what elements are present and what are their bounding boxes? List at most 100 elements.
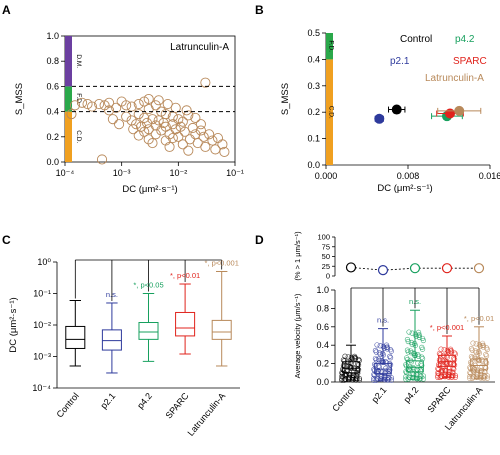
data-point-2-43 (404, 347, 411, 353)
data-point-2-36 (420, 376, 426, 382)
band-0 (326, 59, 333, 165)
box-0 (342, 361, 360, 374)
data-point-4-68 (479, 342, 486, 349)
scatter-point-74 (153, 95, 164, 106)
y-tick-label-1: 0.2 (46, 132, 59, 142)
scatter-point-29 (139, 112, 150, 123)
data-point-3-68 (447, 348, 454, 354)
scatter-point-52 (207, 135, 218, 146)
data-point-1-26 (387, 355, 394, 361)
data-point-4-42 (481, 372, 487, 379)
category-label-0: Control (55, 391, 81, 420)
data-point-1-42 (385, 374, 391, 381)
x-tick-label-0: 10⁻⁴ (56, 168, 75, 178)
data-point-4-60 (472, 354, 478, 360)
y-tick-label-1: 0.1 (307, 134, 320, 144)
box-1 (101, 329, 122, 351)
data-point-4-67 (474, 366, 480, 373)
category-label-0: Control (330, 385, 356, 414)
scatter-point-65 (183, 145, 194, 156)
panel-a-annotation: Latrunculin-A (170, 42, 229, 53)
data-point-1-43 (372, 355, 379, 362)
panel-c-ylabel: DC (μm²·s⁻¹) (8, 297, 19, 352)
category-label-2: p4.2 (402, 385, 421, 405)
x-tick-label-1: 10⁻³ (113, 168, 131, 178)
band-label-1: F.D. (75, 93, 82, 105)
scatter-point-55 (217, 139, 228, 150)
data-point-3-20 (436, 362, 443, 369)
y-tick-label-3: 0.3 (307, 81, 320, 91)
scatter-point-63 (167, 133, 178, 144)
scatter-point-68 (114, 119, 125, 130)
scatter-point-23 (195, 119, 206, 130)
data-point-4-69 (467, 364, 473, 371)
data-point-0-54 (347, 364, 353, 370)
data-point-2-37 (408, 357, 414, 363)
scatter-point-60 (147, 138, 158, 149)
box-2 (406, 360, 424, 373)
scatter-point-64 (177, 139, 188, 150)
mean-point-4 (454, 105, 465, 116)
data-point-1-17 (374, 342, 380, 348)
scatter-point-39 (167, 119, 178, 130)
data-point-4-61 (477, 371, 483, 378)
y-tick-label-3: 10⁻¹ (33, 289, 51, 299)
data-point-1-68 (383, 344, 390, 350)
data-point-2-56 (404, 355, 410, 361)
scatter-point-26 (131, 119, 142, 130)
data-point-2-38 (413, 375, 419, 381)
scatter-point-34 (153, 115, 164, 126)
top-y-tick-label-0: 0 (326, 272, 330, 281)
data-point-0-0 (339, 377, 345, 383)
scatter-point-0 (66, 109, 77, 120)
box-4 (211, 319, 232, 340)
legend-latrunculin: Latrunculin-A (425, 73, 484, 84)
scatter-point-21 (183, 110, 194, 121)
top-point-3 (441, 263, 453, 274)
annotation-1: n.s. (106, 290, 118, 299)
band-2 (65, 36, 72, 87)
data-point-2-68 (415, 332, 422, 338)
legend-control: Control (400, 34, 432, 45)
data-point-1-54 (379, 358, 385, 364)
data-point-2-52 (418, 361, 424, 367)
box-0 (65, 325, 86, 349)
scatter-point-32 (147, 114, 158, 125)
data-point-1-36 (388, 377, 394, 383)
y-tick-label-4: 0.8 (46, 56, 59, 66)
scatter-point-53 (210, 144, 221, 155)
scatter-point-61 (160, 135, 171, 146)
scatter-point-5 (94, 98, 105, 110)
data-point-4-36 (484, 375, 490, 381)
data-point-0-36 (356, 377, 362, 383)
scatter-point-48 (195, 125, 206, 136)
scatter-point-12 (133, 98, 144, 110)
data-point-1-24 (376, 357, 383, 364)
data-point-3-62 (451, 355, 457, 361)
band-0 (65, 111, 72, 162)
scatter-point-54 (212, 133, 223, 144)
scatter-point-27 (133, 109, 144, 120)
data-point-3-63 (438, 368, 444, 374)
data-point-4-0 (467, 375, 473, 381)
scatter-point-67 (139, 126, 150, 137)
scatter-point-77 (181, 105, 192, 116)
data-point-4-45 (479, 340, 486, 346)
category-label-3: SPARC (425, 384, 452, 414)
scatter-point-56 (219, 146, 230, 157)
panel-a-ylabel: S_MSS (14, 83, 25, 115)
category-label-1: p2.1 (99, 391, 118, 411)
band-label-0: C.D. (75, 130, 82, 143)
top-y-tick-label-4: 100 (317, 233, 330, 242)
scatter-point-43 (179, 126, 190, 137)
scatter-point-8 (111, 102, 122, 113)
category-label-4: Latrunculin-A (185, 391, 227, 438)
data-point-2-49 (419, 335, 426, 342)
data-point-4-65 (481, 368, 487, 374)
panel-a-scatter: C.D. F.D. D.M. 10⁻⁴ 10⁻³ 10⁻² 10⁻¹ 0.0 0.2 0.4 0… (14, 31, 244, 195)
legend-p21: p2.1 (390, 56, 410, 67)
data-point-0-45 (351, 353, 358, 359)
y-tick-label-5: 1.0 (316, 285, 329, 295)
